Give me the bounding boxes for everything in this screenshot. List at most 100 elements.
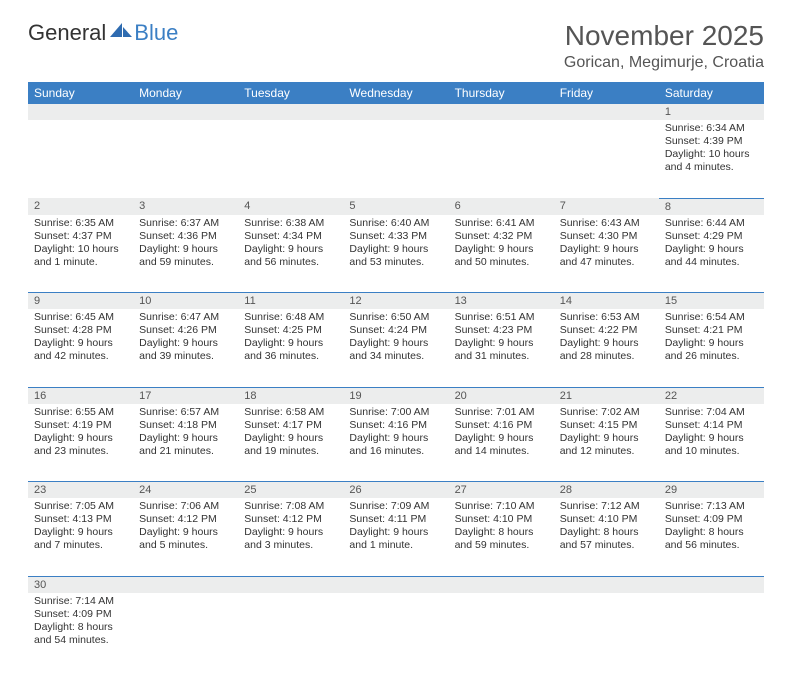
day-line-ss: Sunset: 4:11 PM xyxy=(349,513,442,526)
day-line-d1: Daylight: 8 hours xyxy=(455,526,548,539)
day-number-cell: 4 xyxy=(238,198,343,215)
day-line-ss: Sunset: 4:12 PM xyxy=(139,513,232,526)
day-body-row: Sunrise: 6:35 AMSunset: 4:37 PMDaylight:… xyxy=(28,215,764,293)
day-line-d2: and 12 minutes. xyxy=(560,445,653,458)
day-number-cell: 22 xyxy=(659,387,764,404)
day-body-row: Sunrise: 6:34 AMSunset: 4:39 PMDaylight:… xyxy=(28,120,764,198)
day-details: Sunrise: 6:53 AMSunset: 4:22 PMDaylight:… xyxy=(554,309,659,368)
day-line-ss: Sunset: 4:10 PM xyxy=(455,513,548,526)
day-details: Sunrise: 7:00 AMSunset: 4:16 PMDaylight:… xyxy=(343,404,448,463)
day-line-d2: and 54 minutes. xyxy=(34,634,127,647)
day-line-sr: Sunrise: 6:55 AM xyxy=(34,406,127,419)
day-number-cell: 2 xyxy=(28,198,133,215)
day-line-d2: and 59 minutes. xyxy=(455,539,548,552)
day-body-row: Sunrise: 6:55 AMSunset: 4:19 PMDaylight:… xyxy=(28,404,764,482)
day-line-d2: and 23 minutes. xyxy=(34,445,127,458)
day-line-ss: Sunset: 4:16 PM xyxy=(455,419,548,432)
weekday-header: Wednesday xyxy=(343,82,448,104)
day-line-d1: Daylight: 9 hours xyxy=(244,337,337,350)
weekday-header-row: Sunday Monday Tuesday Wednesday Thursday… xyxy=(28,82,764,104)
day-cell xyxy=(449,120,554,198)
day-cell xyxy=(343,593,448,671)
day-cell: Sunrise: 6:55 AMSunset: 4:19 PMDaylight:… xyxy=(28,404,133,482)
day-line-d1: Daylight: 9 hours xyxy=(349,337,442,350)
day-line-sr: Sunrise: 6:54 AM xyxy=(665,311,758,324)
day-line-d2: and 34 minutes. xyxy=(349,350,442,363)
day-cell xyxy=(449,593,554,671)
day-cell: Sunrise: 6:48 AMSunset: 4:25 PMDaylight:… xyxy=(238,309,343,387)
day-line-d2: and 39 minutes. xyxy=(139,350,232,363)
day-details: Sunrise: 6:51 AMSunset: 4:23 PMDaylight:… xyxy=(449,309,554,368)
day-number-cell: 21 xyxy=(554,387,659,404)
day-details: Sunrise: 7:09 AMSunset: 4:11 PMDaylight:… xyxy=(343,498,448,557)
day-line-d1: Daylight: 9 hours xyxy=(665,432,758,445)
day-line-d1: Daylight: 9 hours xyxy=(139,526,232,539)
day-line-ss: Sunset: 4:30 PM xyxy=(560,230,653,243)
day-line-sr: Sunrise: 6:45 AM xyxy=(34,311,127,324)
day-cell: Sunrise: 7:09 AMSunset: 4:11 PMDaylight:… xyxy=(343,498,448,576)
brand-part2: Blue xyxy=(134,20,178,46)
day-line-sr: Sunrise: 6:41 AM xyxy=(455,217,548,230)
day-line-d1: Daylight: 9 hours xyxy=(665,243,758,256)
day-line-ss: Sunset: 4:37 PM xyxy=(34,230,127,243)
day-line-sr: Sunrise: 6:44 AM xyxy=(665,217,758,230)
day-line-sr: Sunrise: 6:51 AM xyxy=(455,311,548,324)
day-details: Sunrise: 7:12 AMSunset: 4:10 PMDaylight:… xyxy=(554,498,659,557)
day-line-d2: and 26 minutes. xyxy=(665,350,758,363)
day-line-sr: Sunrise: 7:09 AM xyxy=(349,500,442,513)
day-cell: Sunrise: 6:37 AMSunset: 4:36 PMDaylight:… xyxy=(133,215,238,293)
day-line-d2: and 36 minutes. xyxy=(244,350,337,363)
day-cell xyxy=(133,593,238,671)
day-number-cell xyxy=(449,576,554,593)
day-line-d1: Daylight: 10 hours xyxy=(665,148,758,161)
day-cell: Sunrise: 7:14 AMSunset: 4:09 PMDaylight:… xyxy=(28,593,133,671)
weekday-header: Friday xyxy=(554,82,659,104)
day-cell: Sunrise: 6:53 AMSunset: 4:22 PMDaylight:… xyxy=(554,309,659,387)
day-number-cell: 26 xyxy=(343,482,448,499)
day-cell: Sunrise: 6:35 AMSunset: 4:37 PMDaylight:… xyxy=(28,215,133,293)
day-line-d1: Daylight: 8 hours xyxy=(560,526,653,539)
day-cell: Sunrise: 6:54 AMSunset: 4:21 PMDaylight:… xyxy=(659,309,764,387)
day-line-d1: Daylight: 9 hours xyxy=(665,337,758,350)
day-details: Sunrise: 6:57 AMSunset: 4:18 PMDaylight:… xyxy=(133,404,238,463)
day-details: Sunrise: 7:02 AMSunset: 4:15 PMDaylight:… xyxy=(554,404,659,463)
day-line-sr: Sunrise: 6:53 AM xyxy=(560,311,653,324)
day-line-ss: Sunset: 4:09 PM xyxy=(34,608,127,621)
header: General Blue November 2025 Gorican, Megi… xyxy=(28,20,764,72)
sail-icon xyxy=(108,21,134,39)
day-line-ss: Sunset: 4:10 PM xyxy=(560,513,653,526)
day-line-d1: Daylight: 9 hours xyxy=(560,243,653,256)
day-details: Sunrise: 6:44 AMSunset: 4:29 PMDaylight:… xyxy=(659,215,764,274)
day-line-d2: and 31 minutes. xyxy=(455,350,548,363)
day-line-sr: Sunrise: 7:12 AM xyxy=(560,500,653,513)
day-line-d2: and 44 minutes. xyxy=(665,256,758,269)
day-line-sr: Sunrise: 6:58 AM xyxy=(244,406,337,419)
day-cell xyxy=(28,120,133,198)
day-cell: Sunrise: 7:04 AMSunset: 4:14 PMDaylight:… xyxy=(659,404,764,482)
day-line-d2: and 7 minutes. xyxy=(34,539,127,552)
day-line-ss: Sunset: 4:16 PM xyxy=(349,419,442,432)
day-line-d2: and 21 minutes. xyxy=(139,445,232,458)
day-number-cell: 3 xyxy=(133,198,238,215)
day-number-cell xyxy=(238,576,343,593)
day-line-d1: Daylight: 9 hours xyxy=(349,243,442,256)
day-number-row: 2345678 xyxy=(28,198,764,215)
day-details: Sunrise: 7:14 AMSunset: 4:09 PMDaylight:… xyxy=(28,593,133,652)
day-details: Sunrise: 6:43 AMSunset: 4:30 PMDaylight:… xyxy=(554,215,659,274)
day-body-row: Sunrise: 7:05 AMSunset: 4:13 PMDaylight:… xyxy=(28,498,764,576)
day-cell: Sunrise: 6:34 AMSunset: 4:39 PMDaylight:… xyxy=(659,120,764,198)
location: Gorican, Megimurje, Croatia xyxy=(564,54,764,72)
day-cell: Sunrise: 6:38 AMSunset: 4:34 PMDaylight:… xyxy=(238,215,343,293)
day-cell: Sunrise: 6:50 AMSunset: 4:24 PMDaylight:… xyxy=(343,309,448,387)
day-cell: Sunrise: 6:51 AMSunset: 4:23 PMDaylight:… xyxy=(449,309,554,387)
day-line-ss: Sunset: 4:13 PM xyxy=(34,513,127,526)
day-cell: Sunrise: 6:40 AMSunset: 4:33 PMDaylight:… xyxy=(343,215,448,293)
day-line-sr: Sunrise: 7:13 AM xyxy=(665,500,758,513)
day-line-d1: Daylight: 9 hours xyxy=(139,337,232,350)
day-line-d1: Daylight: 9 hours xyxy=(34,432,127,445)
day-line-ss: Sunset: 4:22 PM xyxy=(560,324,653,337)
day-details: Sunrise: 7:10 AMSunset: 4:10 PMDaylight:… xyxy=(449,498,554,557)
day-number-cell: 16 xyxy=(28,387,133,404)
day-line-sr: Sunrise: 7:08 AM xyxy=(244,500,337,513)
day-number-cell: 25 xyxy=(238,482,343,499)
